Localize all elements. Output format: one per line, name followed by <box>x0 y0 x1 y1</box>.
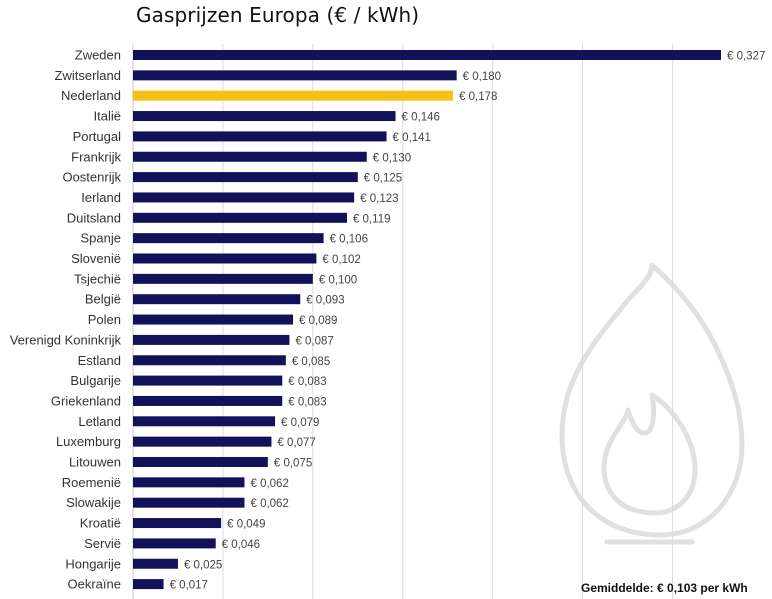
value-label: € 0,123 <box>360 193 398 205</box>
category-label: Roemenië <box>62 475 121 490</box>
category-label: Zwitserland <box>55 68 121 83</box>
category-label: Zweden <box>75 48 121 63</box>
category-label: Tsjechië <box>74 271 121 286</box>
bar-tsjechi- <box>133 273 313 284</box>
average-annotation: Gemiddelde: € 0,103 per kWh <box>581 581 748 595</box>
category-label: Frankrijk <box>71 149 121 164</box>
bar-griekenland <box>133 395 283 406</box>
chart-title: Gasprijzen Europa (€ / kWh) <box>136 3 420 27</box>
bars <box>133 50 721 590</box>
value-label: € 0,077 <box>277 437 315 449</box>
category-label: Oekraïne <box>68 577 121 592</box>
value-label: € 0,087 <box>295 335 333 347</box>
value-label: € 0,178 <box>459 91 497 103</box>
category-label: Italië <box>94 109 121 124</box>
flame-outer-shape <box>559 262 745 538</box>
value-label: € 0,180 <box>463 71 501 83</box>
bar-oekra-ne <box>133 579 164 590</box>
value-label: € 0,130 <box>373 152 411 164</box>
category-label: Ierland <box>81 190 121 205</box>
category-label: Slovenië <box>71 251 121 266</box>
category-label: Nederland <box>61 88 121 103</box>
bar-letland <box>133 416 276 427</box>
value-label: € 0,141 <box>393 132 431 144</box>
value-label: € 0,075 <box>274 458 312 470</box>
category-label: Kroatië <box>80 516 121 531</box>
value-label: € 0,079 <box>281 417 319 429</box>
category-label: Estland <box>78 353 121 368</box>
value-label: € 0,089 <box>299 315 337 327</box>
value-label: € 0,100 <box>319 274 357 286</box>
bar-portugal <box>133 131 387 142</box>
value-label: € 0,102 <box>322 254 360 266</box>
bar-polen <box>133 314 294 325</box>
bar-spanje <box>133 233 324 244</box>
bar-litouwen <box>133 457 268 467</box>
category-labels: Zweden Zwitserland Nederland Italië Portugal… <box>10 48 122 592</box>
category-label: Litouwen <box>69 455 121 470</box>
category-label: Hongarije <box>65 556 121 571</box>
value-label: € 0,025 <box>184 559 222 571</box>
flame-inner-shape <box>601 392 698 516</box>
bar-luxemburg <box>133 436 272 447</box>
value-label: € 0,106 <box>330 234 368 246</box>
category-label: Oostenrijk <box>62 170 121 185</box>
value-label: € 0,327 <box>727 51 765 63</box>
value-label: € 0,062 <box>250 498 288 510</box>
bar-estland <box>133 355 286 366</box>
category-label: Spanje <box>81 231 121 246</box>
bar-verenigd-koninkrijk <box>133 334 290 345</box>
value-label: € 0,083 <box>288 376 326 388</box>
category-label: Polen <box>88 312 121 327</box>
value-label: € 0,146 <box>402 112 440 124</box>
bar-nederland <box>133 90 454 101</box>
bar-frankrijk <box>133 151 367 162</box>
value-label: € 0,083 <box>288 396 326 408</box>
bar-roemeni- <box>133 477 245 488</box>
value-label: € 0,017 <box>170 580 208 592</box>
value-label: € 0,125 <box>364 173 402 185</box>
value-label: € 0,046 <box>222 539 260 551</box>
bar-kroati- <box>133 518 222 529</box>
bar-oostenrijk <box>133 172 358 183</box>
value-label: € 0,049 <box>227 519 265 531</box>
bar-itali- <box>133 111 396 122</box>
category-label: Bulgarije <box>70 373 121 388</box>
category-label: Slowakije <box>66 495 121 510</box>
value-label: € 0,062 <box>250 478 288 490</box>
bar-zweden <box>133 50 721 60</box>
value-labels: € 0,327 € 0,180 € 0,178 € 0,146 € 0,141 € 0,1… <box>170 51 766 592</box>
category-label: Letland <box>78 414 121 429</box>
bar-belgi- <box>133 294 301 305</box>
value-label: € 0,093 <box>306 295 344 307</box>
bar-ierland <box>133 192 355 203</box>
gas-flame-icon <box>559 262 745 545</box>
value-label: € 0,119 <box>353 213 391 225</box>
value-label: € 0,085 <box>292 356 330 368</box>
bar-duitsland <box>133 212 347 223</box>
category-label: Griekenland <box>51 393 121 408</box>
bar-bulgarije <box>133 375 283 386</box>
bar-slowakije <box>133 497 245 508</box>
bar-hongarije <box>133 558 178 569</box>
category-label: Servië <box>84 536 121 551</box>
bar-zwitserland <box>133 70 457 81</box>
category-label: Luxemburg <box>56 434 121 449</box>
bar-servi- <box>133 538 216 549</box>
category-label: Portugal <box>73 129 122 144</box>
bar-sloveni- <box>133 253 317 264</box>
category-label: Verenigd Koninkrijk <box>10 332 122 347</box>
category-label: Duitsland <box>67 210 121 225</box>
category-label: België <box>85 292 121 307</box>
